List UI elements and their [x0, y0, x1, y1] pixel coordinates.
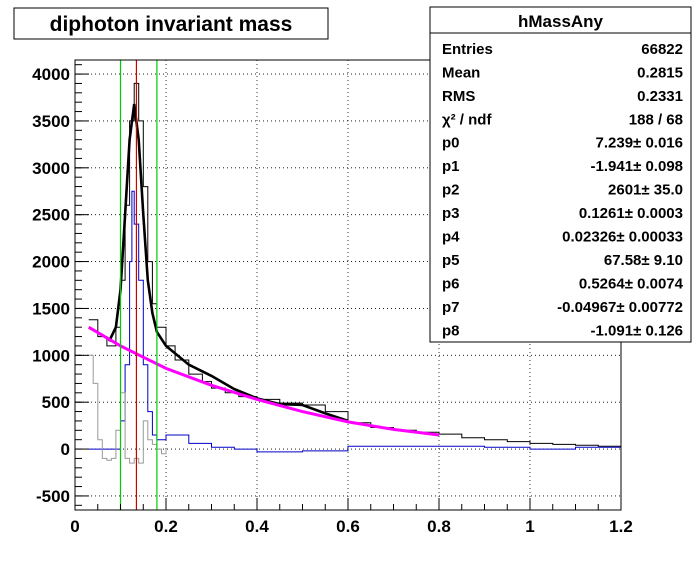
stats-row-value: 66822: [641, 41, 683, 58]
y-tick-label: 500: [42, 393, 70, 412]
stats-row-value: 0.2331: [637, 88, 683, 105]
x-tick-label: 0: [70, 517, 79, 536]
stats-row-value: -1.091± 0.126: [591, 322, 683, 339]
stats-row-label: p5: [442, 252, 460, 269]
stats-row-label: Entries: [442, 41, 493, 58]
stats-row-value: -1.941± 0.098: [591, 158, 683, 175]
stats-row-value: 0.02326± 0.00033: [562, 229, 683, 246]
y-tick-label: 0: [61, 440, 70, 459]
stats-row-value: 0.5264± 0.0074: [579, 276, 684, 293]
y-tick-label: 1000: [32, 346, 70, 365]
y-tick-label: 4000: [32, 65, 70, 84]
x-tick-label: 0.2: [154, 517, 178, 536]
stats-row-value: 0.2815: [637, 64, 683, 81]
chart-title: diphoton invariant mass: [50, 13, 293, 36]
series-fit: [107, 103, 349, 423]
vertical-lines: [119, 60, 158, 510]
stats-row-label: RMS: [442, 88, 475, 105]
axis-layer: 0 0.2 0.4 0.6 0.8 1 1.2-5000500100015002000250…: [32, 64, 633, 536]
x-tick-label: 1.2: [609, 517, 633, 536]
x-tick-label: 0.8: [427, 517, 451, 536]
x-tick-label: 0.6: [336, 517, 360, 536]
y-tick-label: -500: [36, 487, 70, 506]
y-tick-label: 2000: [32, 253, 70, 272]
stats-box: hMassAny Entries 66822 Mean 0.2815 RMS 0.2331 χ…: [429, 6, 692, 343]
stats-row-label: p2: [442, 182, 460, 199]
series-subtracted-signal: [88, 190, 622, 453]
stats-row-label: p6: [442, 276, 460, 293]
stats-row-label: p0: [442, 135, 460, 152]
y-tick-label: 2500: [32, 206, 70, 225]
series-layer: [87, 82, 622, 464]
title-box: diphoton invariant mass: [13, 7, 329, 40]
series-background: [87, 325, 440, 437]
stats-row-value: 2601± 35.0: [608, 182, 683, 199]
stats-row-value: 7.239± 0.016: [596, 135, 683, 152]
y-tick-label: 3500: [32, 112, 70, 131]
x-tick-label: 0.4: [245, 517, 269, 536]
stats-row-value: 188 / 68: [629, 111, 683, 128]
series-sideband: [88, 354, 167, 464]
stats-row-value: -0.04967± 0.00772: [557, 299, 683, 316]
stats-row-value: 67.58± 9.10: [604, 252, 683, 269]
stats-row-label: Mean: [442, 64, 480, 81]
stats-row-label: p4: [442, 229, 460, 246]
stats-row-label: p7: [442, 299, 460, 316]
series-histogram: [88, 82, 622, 448]
stats-row-label: p3: [442, 205, 460, 222]
stats-row-label: p1: [442, 158, 460, 175]
stats-title: hMassAny: [518, 12, 604, 31]
y-tick-label: 3000: [32, 159, 70, 178]
stats-row-value: 0.1261± 0.0003: [579, 205, 683, 222]
x-tick-label: 1: [525, 517, 534, 536]
y-tick-label: 1500: [32, 299, 70, 318]
stats-box-frame: [429, 6, 692, 343]
stats-row-label: p8: [442, 322, 460, 339]
stats-row-label: χ² / ndf: [442, 111, 492, 128]
